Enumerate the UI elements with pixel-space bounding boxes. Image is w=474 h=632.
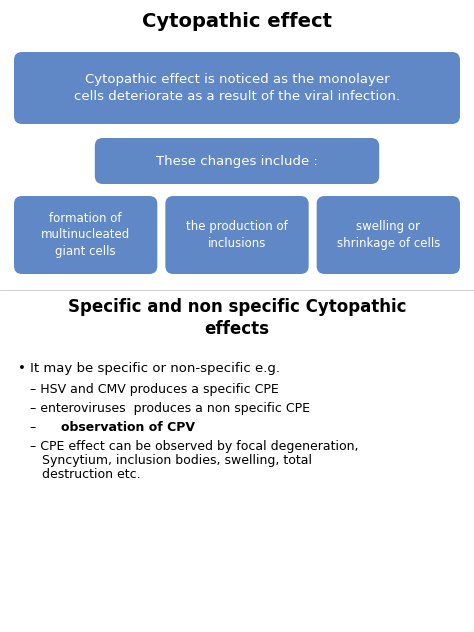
FancyBboxPatch shape bbox=[14, 52, 460, 124]
Text: • It may be specific or non-specific e.g.: • It may be specific or non-specific e.g… bbox=[18, 362, 280, 375]
Text: Specific and non specific Cytopathic
effects: Specific and non specific Cytopathic eff… bbox=[68, 298, 406, 338]
Text: the production of
inclusions: the production of inclusions bbox=[186, 220, 288, 250]
Text: observation of CPV: observation of CPV bbox=[61, 421, 195, 434]
Text: –: – bbox=[30, 421, 48, 434]
Text: Cytopathic effect is noticed as the monolayer
cells deteriorate as a result of t: Cytopathic effect is noticed as the mono… bbox=[74, 73, 400, 103]
Text: formation of
multinucleated
giant cells: formation of multinucleated giant cells bbox=[41, 212, 130, 258]
Text: Syncytium, inclusion bodies, swelling, total: Syncytium, inclusion bodies, swelling, t… bbox=[30, 454, 312, 467]
FancyBboxPatch shape bbox=[165, 196, 309, 274]
Text: destruction etc.: destruction etc. bbox=[30, 468, 141, 481]
FancyBboxPatch shape bbox=[317, 196, 460, 274]
Text: These changes include :: These changes include : bbox=[156, 154, 318, 167]
Text: Cytopathic effect: Cytopathic effect bbox=[142, 12, 332, 31]
FancyBboxPatch shape bbox=[14, 196, 157, 274]
Text: – CPE effect can be observed by focal degeneration,: – CPE effect can be observed by focal de… bbox=[30, 440, 358, 453]
Text: swelling or
shrinkage of cells: swelling or shrinkage of cells bbox=[337, 220, 440, 250]
FancyBboxPatch shape bbox=[95, 138, 379, 184]
Text: – enteroviruses  produces a non specific CPE: – enteroviruses produces a non specific … bbox=[30, 402, 310, 415]
Text: – HSV and CMV produces a specific CPE: – HSV and CMV produces a specific CPE bbox=[30, 383, 279, 396]
